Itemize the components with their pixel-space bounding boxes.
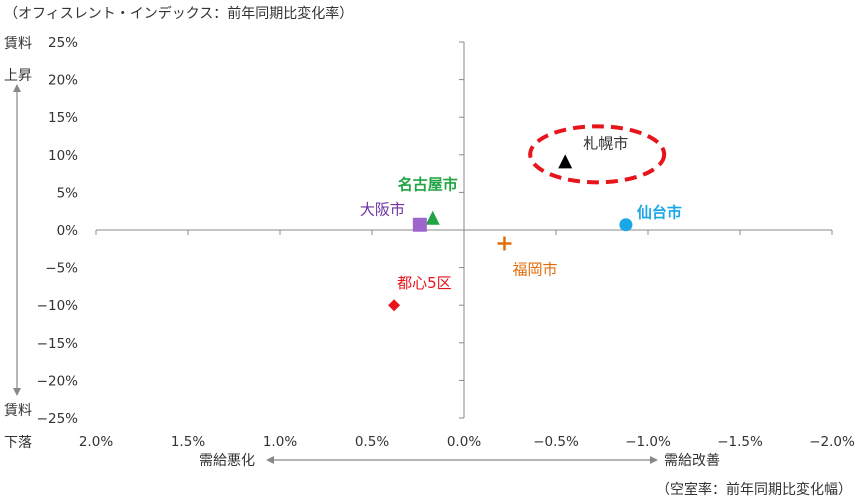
point-label: 都心5区	[397, 274, 452, 292]
y-axis-note: （オフィスレント・インデックス：前年同期比変化率）	[4, 5, 353, 22]
y-tick-label: 5%	[57, 185, 79, 201]
y-tick-label: 10%	[48, 148, 78, 164]
y-tick-label: −5%	[45, 261, 78, 277]
y-tick-labels: 25% 20% 15% 10% 5% 0% −5% −10% −15% −20% −25%	[37, 35, 78, 427]
x-tick-label: 2.0%	[79, 434, 113, 450]
point-label: 仙台市	[637, 204, 682, 222]
x-tick-labels: 2.0% 1.5% 1.0% 0.5% 0.0% −0.5% −1.0% −1.5% −2.0%	[79, 434, 855, 450]
marker-diamond	[388, 299, 401, 312]
right-direction-label: 需給改善	[664, 453, 720, 469]
x-tick-label: −2.0%	[809, 434, 855, 450]
y-tick-label: 0%	[57, 223, 79, 239]
left-direction-label: 需給悪化	[199, 453, 255, 469]
y-tick-label: 25%	[48, 35, 78, 51]
point-label: 福岡市	[512, 261, 557, 279]
y-tick-label: −15%	[37, 336, 78, 352]
y-tick-label: −20%	[37, 373, 78, 389]
rent-up-label-2: 上昇	[4, 68, 32, 84]
point-label: 名古屋市	[398, 176, 458, 194]
rent-down-label-2: 下落	[4, 435, 32, 451]
marker-square	[412, 217, 427, 232]
x-tick-label: 0.0%	[447, 434, 481, 450]
axes	[95, 41, 833, 419]
point-都心5区: 都心5区	[388, 274, 452, 312]
point-label: 札幌市	[583, 134, 628, 152]
x-tick-label: −1.0%	[625, 434, 671, 450]
x-tick-label: 1.5%	[171, 434, 205, 450]
x-tick-label: 0.5%	[355, 434, 389, 450]
rent-down-label-1: 賃料	[4, 403, 32, 419]
y-tick-label: 15%	[48, 110, 78, 126]
y-tick-label: 20%	[48, 73, 78, 89]
marker-circle	[619, 218, 633, 232]
marker-triangle	[558, 154, 573, 169]
marker-triangle	[425, 210, 440, 225]
point-仙台市: 仙台市	[619, 204, 682, 232]
x-tick-label: −0.5%	[533, 434, 579, 450]
point-札幌市: 札幌市	[528, 124, 667, 185]
point-名古屋市: 名古屋市	[398, 176, 458, 225]
marker-plus	[497, 236, 512, 251]
x-tick-label: 1.0%	[263, 434, 297, 450]
point-福岡市: 福岡市	[497, 236, 557, 279]
y-tick-label: −25%	[37, 411, 78, 427]
y-tick-label: −10%	[37, 298, 78, 314]
rent-up-label-1: 賃料	[4, 36, 32, 52]
highlight-ellipse	[528, 124, 667, 185]
x-tick-label: −1.5%	[717, 434, 763, 450]
x-axis-note: （空室率：前年同期比変化幅）	[656, 481, 852, 498]
point-大阪市: 大阪市	[360, 201, 427, 232]
point-label: 大阪市	[360, 201, 405, 219]
